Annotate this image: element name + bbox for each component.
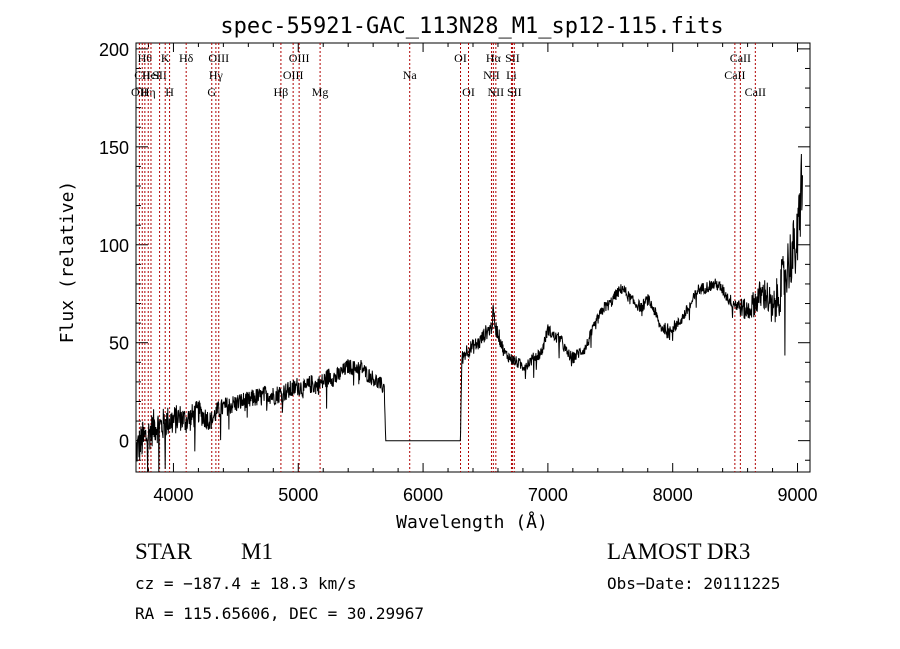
spectral-line-label: Li [506, 68, 517, 82]
spectral-line-label: Na [403, 68, 418, 82]
spectral-lines-layer: OIICIIHθHηHeISIIKHHδGHγOIIIHβOIIIOIIIMgN… [131, 43, 766, 472]
spectral-line-label: OI [462, 85, 475, 99]
object-subclass: M1 [241, 539, 273, 564]
spectral-line-label: Hδ [179, 51, 194, 65]
redshift-cz: cz = −187.4 ± 18.3 km/s [135, 574, 357, 593]
spectral-line-label: Hη [141, 85, 156, 99]
flux-series-line [135, 153, 803, 473]
spectral-line-label: SII [152, 68, 167, 82]
spectral-line-label: G [207, 85, 216, 99]
spectral-line-label: NII [483, 68, 500, 82]
spectral-line-label: CaII [730, 51, 751, 65]
spectral-line-label: HeI [142, 68, 160, 82]
y-tick-label: 150 [99, 138, 129, 158]
spectral-line-label: OII [131, 85, 148, 99]
spectral-line-label: Hβ [274, 85, 289, 99]
obs-date: Obs−Date: 20111225 [607, 574, 781, 593]
spectral-line-label: K [161, 51, 170, 65]
chart-title: spec-55921-GAC_113N28_M1_sp12-115.fits [220, 14, 723, 39]
y-tick-label: 100 [99, 236, 129, 256]
spectral-line-label: Hα [486, 51, 502, 65]
x-tick-label: 8000 [653, 485, 693, 505]
x-tick-label: 4000 [153, 485, 193, 505]
spectral-line-label: H [165, 85, 174, 99]
x-axis-label: Wavelength (Å) [396, 511, 548, 533]
spectral-line-label: OIII [289, 51, 310, 65]
spectral-line-label: CII [134, 68, 150, 82]
y-tick-label: 200 [99, 40, 129, 60]
y-tick-label: 50 [109, 334, 129, 354]
x-tick-label: 6000 [403, 485, 443, 505]
spectral-line-label: CaII [724, 68, 745, 82]
spectral-line-label: Hγ [209, 68, 224, 82]
x-tick-label: 7000 [528, 485, 568, 505]
x-tick-label: 9000 [777, 485, 817, 505]
x-tick-label: 5000 [278, 485, 318, 505]
y-axis-label: Flux (relative) [57, 181, 78, 344]
spectral-line-label: NII [488, 85, 505, 99]
survey-name: LAMOST DR3 [607, 539, 751, 564]
spectral-line-label: OIII [283, 68, 304, 82]
spectral-line-label: CaII [745, 85, 766, 99]
spectral-line-label: OIII [208, 51, 229, 65]
y-tick-label: 0 [119, 432, 129, 452]
spectral-line-label: OI [454, 51, 467, 65]
spectral-line-label: SII [505, 51, 520, 65]
series-layer [135, 153, 803, 473]
spectral-line-label: Mg [312, 85, 329, 99]
axes-layer: 4000 5000 6000 7000 8000 9000 0 50 100 150 200 [99, 40, 818, 505]
coordinates: RA = 115.65606, DEC = 30.29967 [135, 604, 424, 623]
spectral-line-label: SII [507, 85, 522, 99]
spectral-line-label: Hθ [138, 51, 153, 65]
object-class: STAR [135, 539, 192, 564]
